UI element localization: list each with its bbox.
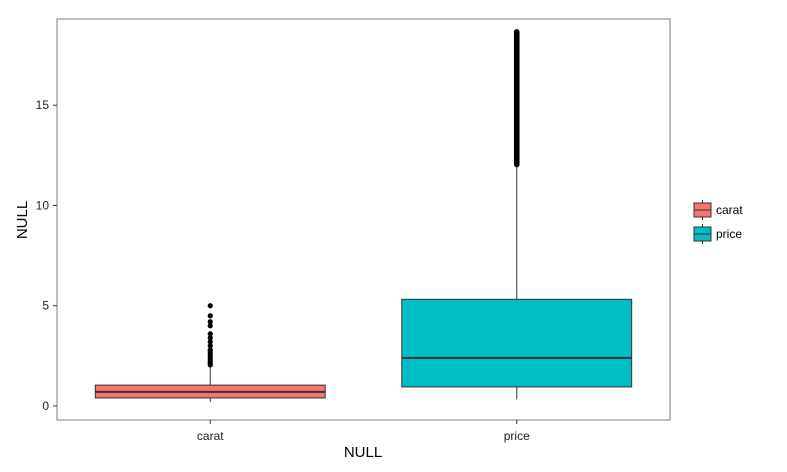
legend-item-carat: carat: [693, 200, 743, 220]
box-price: [401, 29, 633, 400]
outlier-points-dense: [513, 29, 520, 168]
legend: carat price: [693, 200, 743, 244]
x-axis: carat price: [197, 420, 530, 443]
box-carat: [94, 303, 326, 402]
legend-label: price: [716, 227, 742, 241]
x-tick-label: carat: [197, 429, 224, 443]
outlier-point: [207, 347, 213, 353]
legend-label: carat: [716, 203, 743, 217]
outlier-point: [207, 323, 213, 329]
boxes: [94, 29, 633, 402]
outlier-point: [207, 331, 213, 337]
y-tick-label: 0: [42, 399, 49, 413]
box-body: [401, 298, 633, 388]
outlier-point: [207, 339, 213, 345]
outlier-point: [207, 303, 213, 309]
x-tick-label: price: [504, 429, 530, 443]
outlier-point: [207, 319, 213, 325]
y-axis-title: NULL: [14, 201, 31, 239]
legend-item-price: price: [693, 224, 742, 244]
y-tick-label: 5: [42, 299, 49, 313]
outlier-point: [207, 313, 213, 319]
x-axis-title: NULL: [344, 444, 382, 461]
y-tick-label: 15: [36, 98, 50, 112]
y-tick-label: 10: [36, 198, 50, 212]
outlier-point: [207, 343, 213, 349]
outlier-point: [207, 335, 213, 341]
y-axis: 0 5 10 15: [36, 98, 57, 413]
